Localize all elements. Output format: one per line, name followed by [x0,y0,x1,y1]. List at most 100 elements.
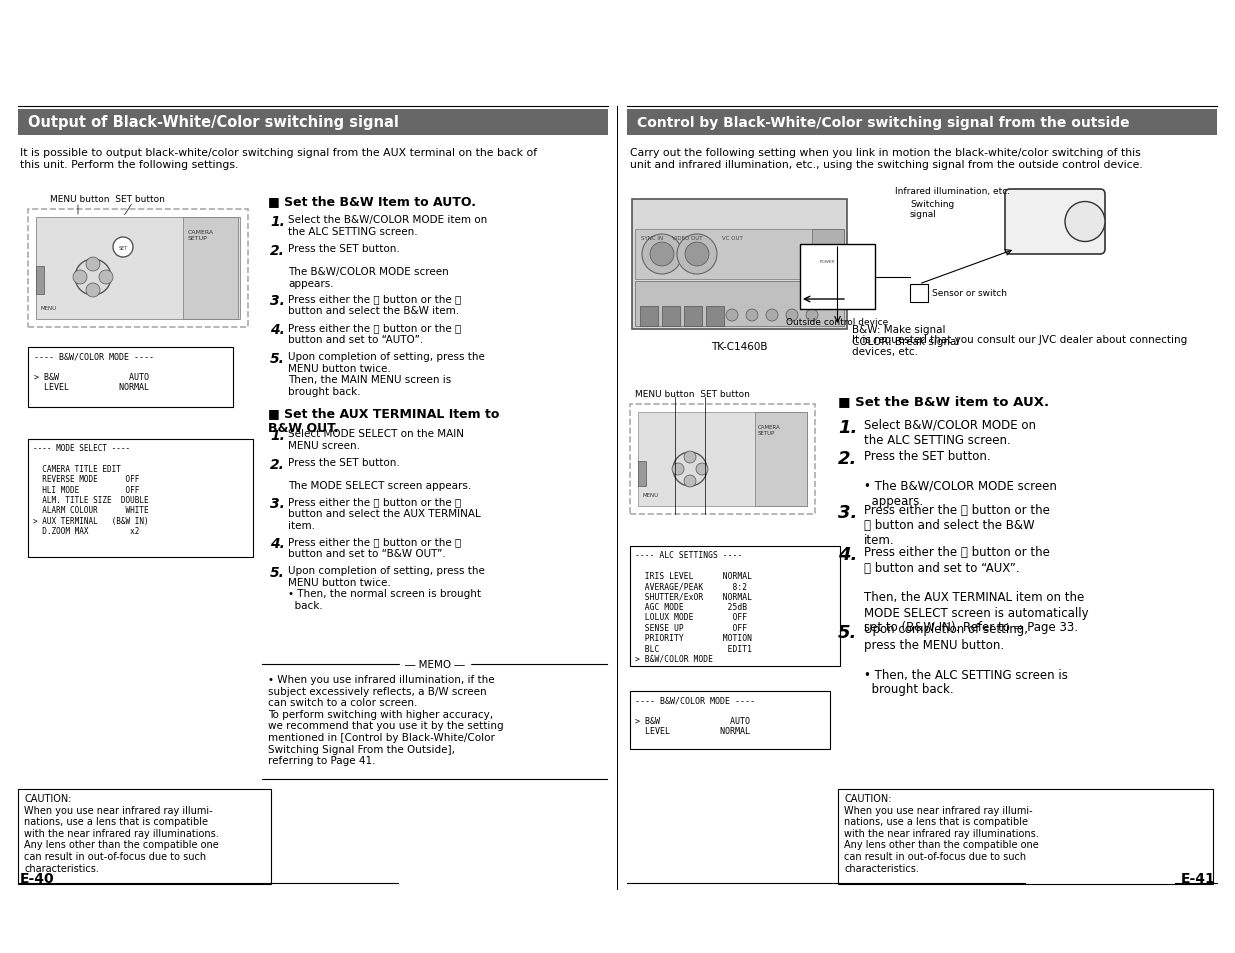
Text: Upon completion of setting,
press the MENU button.

• Then, the ALC SETTING scre: Upon completion of setting, press the ME… [864,623,1068,696]
Text: 5.: 5. [270,352,285,366]
Bar [28,210,248,328]
Circle shape [650,243,674,267]
Circle shape [697,463,708,476]
Bar [755,413,806,506]
Circle shape [672,463,684,476]
Text: ■ Set the B&W Item to AUTO.: ■ Set the B&W Item to AUTO. [268,194,475,208]
Circle shape [86,257,100,272]
Bar [28,439,253,558]
Circle shape [86,284,100,297]
Text: 1.: 1. [270,214,285,229]
Text: Press the SET button.

The MODE SELECT screen appears.: Press the SET button. The MODE SELECT sc… [288,457,472,491]
Text: E-40: E-40 [20,871,54,885]
Bar [811,230,844,280]
Text: Outside control device: Outside control device [787,317,889,327]
Text: ---- MODE SELECT ----

  CAMERA TITLE EDIT
  REVERSE MODE      OFF
  HLI MODE   : ---- MODE SELECT ---- CAMERA TITLE EDIT … [33,443,148,536]
Circle shape [766,310,778,322]
Text: 4.: 4. [270,323,285,336]
Circle shape [112,237,133,257]
Bar [910,285,927,303]
Text: Sensor or switch: Sensor or switch [932,289,1007,298]
Text: CAUTION:
When you use near infrared ray illumi-
nations, use a lens that is comp: CAUTION: When you use near infrared ray … [844,793,1039,873]
Text: MENU button  SET button: MENU button SET button [49,194,165,204]
Text: 5.: 5. [270,565,285,579]
Text: VIDEO OUT: VIDEO OUT [672,235,703,241]
Text: 5.: 5. [839,623,857,640]
Bar [19,110,608,136]
Circle shape [75,260,111,295]
Bar [662,307,680,327]
Text: Press either the Ⓒ button or the Ⓓ
button and set to “AUTO”.: Press either the Ⓒ button or the Ⓓ butto… [288,323,461,344]
Bar [28,348,233,408]
Bar [684,307,701,327]
Text: ---- B&W/COLOR MODE ----

> B&W              AUTO
  LEVEL          NORMAL: ---- B&W/COLOR MODE ---- > B&W AUTO LEVE… [35,352,154,392]
Bar [630,691,830,749]
Text: 1.: 1. [839,418,857,436]
Text: 2.: 2. [270,244,285,257]
Bar [800,245,876,310]
Text: Press the SET button.

• The B&W/COLOR MODE screen
  appears.: Press the SET button. • The B&W/COLOR MO… [864,450,1057,507]
Text: Press either the Ⓐ button or the Ⓑ
button and select the B&W item.: Press either the Ⓐ button or the Ⓑ butto… [288,294,461,315]
Text: ---- B&W/COLOR MODE ----

> B&W              AUTO
  LEVEL          NORMAL: ---- B&W/COLOR MODE ---- > B&W AUTO LEVE… [635,696,755,736]
Bar [19,789,270,884]
Text: MENU button  SET button: MENU button SET button [635,390,750,398]
Text: 1.: 1. [270,429,285,442]
Circle shape [806,310,818,322]
Text: Control by Black-White/Color switching signal from the outside: Control by Black-White/Color switching s… [637,116,1130,130]
Bar [36,267,44,294]
Text: CAMERA
SETUP: CAMERA SETUP [758,424,781,436]
Text: CAMERA
SETUP: CAMERA SETUP [188,230,214,240]
Circle shape [1065,202,1105,242]
Text: E-41: E-41 [1181,871,1215,885]
Bar [635,282,844,327]
Text: ■ Set the AUX TERMINAL Item to
B&W OUT.: ■ Set the AUX TERMINAL Item to B&W OUT. [268,407,499,435]
Bar [627,110,1216,136]
Text: Press the SET button.

The B&W/COLOR MODE screen
appears.: Press the SET button. The B&W/COLOR MODE… [288,244,448,289]
Text: Press either the Ⓒ button or the Ⓓ
button and set to “B&W OUT”.: Press either the Ⓒ button or the Ⓓ butto… [288,537,461,558]
Circle shape [642,234,682,274]
Text: Select MODE SELECT on the MAIN
MENU screen.: Select MODE SELECT on the MAIN MENU scre… [288,429,464,450]
Circle shape [677,234,718,274]
Text: Press either the Ⓐ button or the Ⓑ
button and select the AUX TERMINAL
item.: Press either the Ⓐ button or the Ⓑ butto… [288,497,480,530]
Text: 4.: 4. [270,537,285,551]
Bar [630,405,815,515]
Text: It is requested that you consult our JVC dealer about connecting
devices, etc.: It is requested that you consult our JVC… [852,335,1187,356]
Text: VC OUT: VC OUT [721,235,742,241]
FancyBboxPatch shape [1005,190,1105,254]
Bar [183,218,238,319]
Text: It is possible to output black-white/color switching signal from the AUX termina: It is possible to output black-white/col… [20,148,537,170]
Text: • When you use infrared illumination, if the
subject excessively reflects, a B/W: • When you use infrared illumination, if… [268,675,504,765]
Text: 4.: 4. [839,546,857,564]
Text: Output of Black-White/Color switching signal: Output of Black-White/Color switching si… [28,115,399,131]
Text: Upon completion of setting, press the
MENU button twice.
• Then, the normal scre: Upon completion of setting, press the ME… [288,565,485,610]
Bar [640,307,658,327]
Circle shape [785,310,798,322]
Bar [632,200,847,330]
Circle shape [726,310,739,322]
Text: TK-C1460B: TK-C1460B [711,341,768,352]
Text: POWER: POWER [819,260,835,264]
Text: SET: SET [119,245,127,251]
Bar [706,307,724,327]
Text: 2.: 2. [270,457,285,472]
Text: SYNC IN: SYNC IN [641,235,663,241]
Circle shape [684,476,697,488]
Text: MENU: MENU [40,306,56,311]
Bar [630,546,840,666]
Bar [635,230,844,280]
Text: 3.: 3. [839,503,857,521]
Circle shape [746,310,758,322]
Text: Infrared illumination, etc.: Infrared illumination, etc. [895,187,1010,195]
Circle shape [73,271,86,285]
Text: 3.: 3. [270,294,285,308]
Bar [839,789,1213,884]
Text: B&W: Make signal
COLOR: Break signal: B&W: Make signal COLOR: Break signal [852,325,960,346]
Text: Select the B&W/COLOR MODE item on
the ALC SETTING screen.: Select the B&W/COLOR MODE item on the AL… [288,214,488,236]
Text: CAUTION:
When you use near infrared ray illumi-
nations, use a lens that is comp: CAUTION: When you use near infrared ray … [23,793,219,873]
Bar [638,413,806,506]
Text: 2.: 2. [839,450,857,468]
Text: ---- ALC SETTINGS ----

  IRIS LEVEL      NORMAL
  AVERAGE/PEAK      8:2
  SHUTT: ---- ALC SETTINGS ---- IRIS LEVEL NORMAL… [635,551,752,663]
Circle shape [99,271,112,285]
Text: ■ Set the B&W item to AUX.: ■ Set the B&W item to AUX. [839,395,1049,408]
Text: Select B&W/COLOR MODE on
the ALC SETTING screen.: Select B&W/COLOR MODE on the ALC SETTING… [864,418,1036,447]
